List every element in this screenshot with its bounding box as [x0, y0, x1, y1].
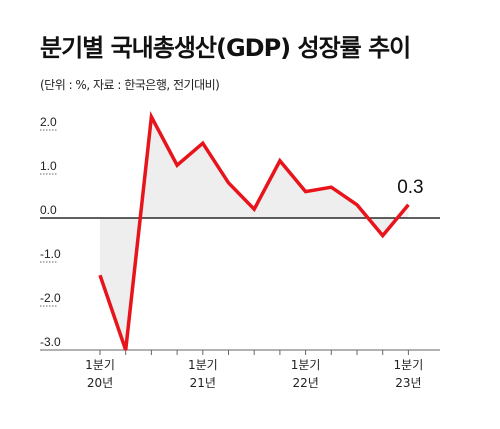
y-tick-label: 2.0: [40, 115, 57, 129]
latest-value-label: 0.3: [397, 177, 423, 198]
y-tick-label: 0.0: [40, 203, 57, 217]
x-tick-label: 1분기: [188, 358, 218, 372]
x-tick-label: 23년: [395, 376, 421, 390]
x-tick-label: 1분기: [85, 358, 115, 372]
y-tick-label: -3.0: [40, 335, 61, 349]
x-tick-label: 1분기: [394, 358, 424, 372]
series-line: [98, 110, 410, 351]
x-tick-label: 20년: [87, 376, 113, 390]
y-tick-label: 1.0: [40, 159, 57, 173]
x-tick-label: 22년: [292, 376, 318, 390]
x-tick-label: 21년: [190, 376, 216, 390]
chart-title: 분기별 국내총생산(GDP) 성장률 추이: [40, 34, 411, 62]
y-tick-label: -1.0: [40, 247, 61, 261]
x-tick-label: 1분기: [291, 358, 321, 372]
chart-subtitle: (단위 : %, 자료 : 한국은행, 전기대비): [40, 78, 220, 92]
area-fill: [100, 116, 409, 350]
y-tick-label: -2.0: [40, 291, 61, 305]
